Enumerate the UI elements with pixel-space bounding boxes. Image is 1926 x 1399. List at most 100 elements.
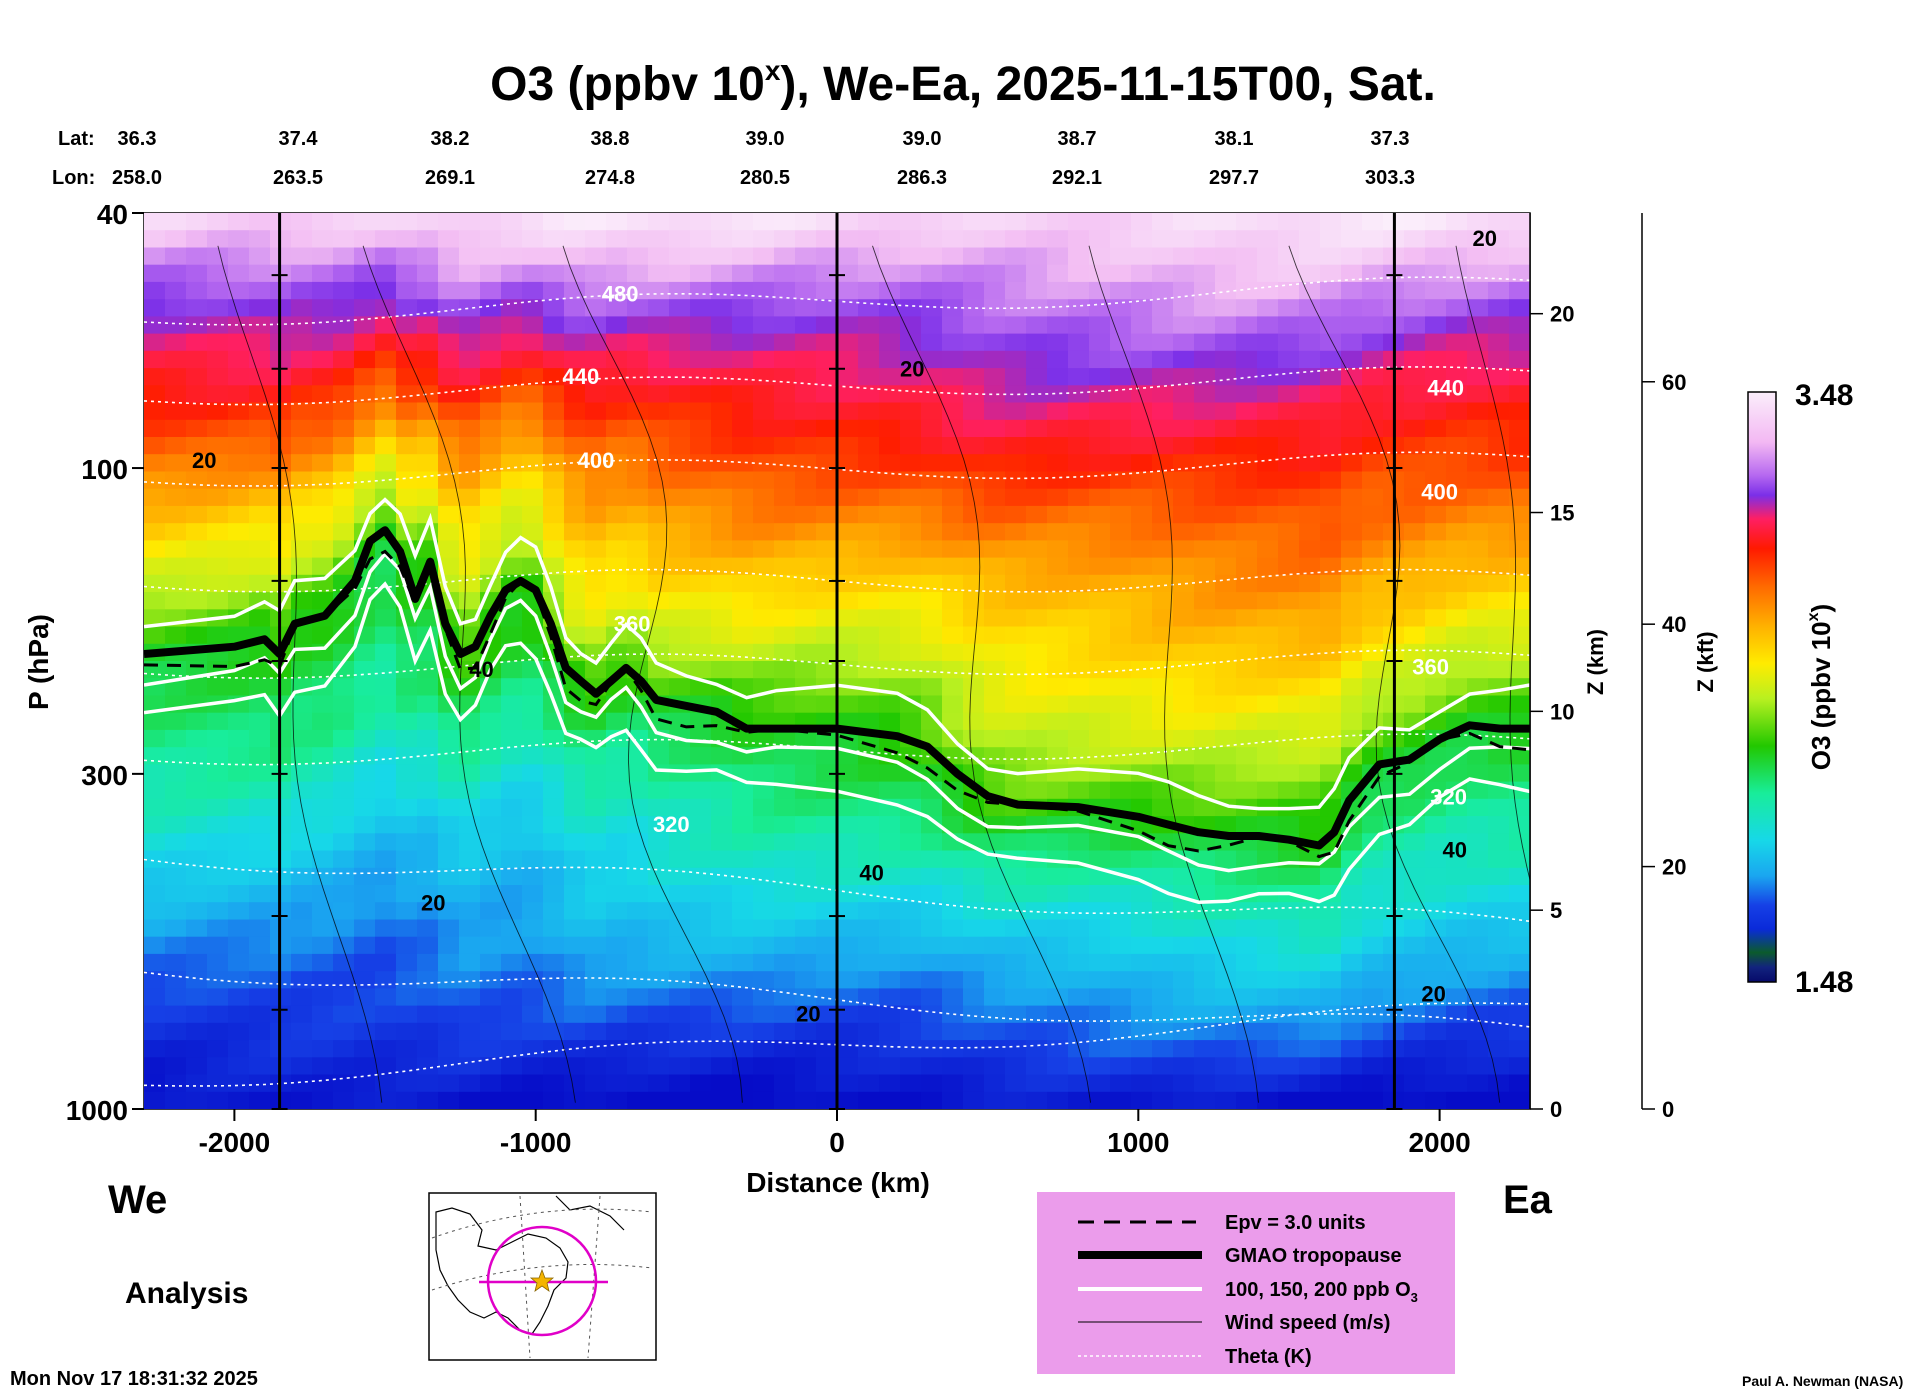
o3-cell [963, 1005, 985, 1024]
o3-cell [1026, 230, 1048, 249]
o3-cell [753, 385, 775, 404]
o3-cell [522, 971, 544, 990]
o3-cell [606, 592, 628, 611]
o3-cell [606, 385, 628, 404]
o3-cell [375, 695, 397, 714]
o3-cell [1362, 419, 1384, 438]
o3-cell [1173, 661, 1195, 679]
o3-cell [165, 1040, 187, 1059]
o3-cell [459, 230, 481, 249]
o3-cell [1194, 695, 1216, 714]
o3-cell [879, 454, 901, 473]
o3-cell [627, 574, 649, 593]
o3-cell [1446, 1091, 1468, 1109]
o3-cell [396, 885, 418, 903]
o3-cell [1425, 678, 1447, 697]
o3-cell [711, 626, 733, 645]
o3-cell [1257, 299, 1279, 318]
o3-cell [879, 902, 901, 921]
o3-cell [1236, 419, 1258, 438]
o3-cell [1467, 936, 1489, 955]
x-axis-label: Distance (km) [746, 1167, 930, 1198]
o3-cell [1320, 1040, 1342, 1059]
wind-line [562, 245, 743, 1103]
o3-cell [1488, 1040, 1510, 1059]
o3-cell [942, 454, 964, 473]
o3-cell [795, 1040, 817, 1059]
o3-cell [1215, 971, 1237, 990]
o3-cell [669, 1091, 691, 1109]
o3-cell [1257, 281, 1279, 300]
o3-cell [1026, 833, 1048, 852]
o3-cell [333, 1040, 355, 1059]
o3-cell [438, 437, 460, 455]
o3-cell [207, 213, 229, 231]
o3-cell [1068, 729, 1090, 748]
o3-cell [669, 936, 691, 955]
o3-cell [1110, 1005, 1132, 1024]
lon-header-label: Lon: [52, 167, 95, 189]
o3-cell [1278, 867, 1300, 886]
o3-cell [375, 1057, 397, 1076]
o3-cell [1404, 626, 1426, 645]
o3-cell [1152, 798, 1174, 817]
o3-cell [333, 299, 355, 318]
o3-cell [333, 764, 355, 783]
o3-cell [627, 798, 649, 817]
o3-cell [375, 230, 397, 249]
o3-cell [1236, 523, 1258, 542]
o3-cell [312, 1057, 334, 1076]
o3-cell [1467, 661, 1489, 679]
o3-cell [921, 299, 943, 318]
o3-cell [543, 471, 565, 490]
o3-cell [396, 747, 418, 766]
o3-cell [1446, 626, 1468, 645]
o3-cell [249, 953, 271, 972]
o3-cell [732, 419, 754, 438]
o3-cell [1173, 350, 1195, 369]
o3-cell [354, 867, 376, 886]
o3-cell [144, 316, 166, 335]
o3-cell [837, 230, 859, 249]
o3-cell [1047, 661, 1069, 679]
o3-cell [1488, 953, 1510, 972]
o3-cell [1131, 316, 1153, 335]
o3-cell [1110, 729, 1132, 748]
o3-cell [858, 712, 880, 731]
o3-cell [774, 471, 796, 490]
lon-value: 263.5 [273, 167, 323, 189]
o3-cell [816, 919, 838, 938]
o3-cell [627, 299, 649, 318]
o3-cell [942, 557, 964, 576]
o3-cell [417, 678, 439, 697]
o3-cell [1278, 936, 1300, 955]
o3-cell [417, 729, 439, 748]
o3-cell [354, 678, 376, 697]
o3-cell [732, 643, 754, 662]
o3-cell [1299, 1091, 1321, 1109]
o3-cell [1425, 316, 1447, 335]
o3-cell [1173, 1091, 1195, 1109]
o3-cell [774, 867, 796, 886]
o3-cell [312, 557, 334, 576]
o3-cell [1110, 230, 1132, 249]
o3-cell [144, 747, 166, 766]
o3-cell [606, 557, 628, 576]
o3-cell [417, 213, 439, 231]
o3-cell [858, 437, 880, 455]
o3-cell [585, 488, 607, 507]
o3-cell [438, 816, 460, 835]
o3-cell [585, 626, 607, 645]
o3-cell [1236, 281, 1258, 300]
o3-cell [942, 695, 964, 714]
o3-cell [396, 971, 418, 990]
o3-cell [1047, 488, 1069, 507]
o3-cell [648, 213, 670, 231]
o3-cell [921, 936, 943, 955]
o3-cell [1320, 661, 1342, 679]
o3-cell [753, 936, 775, 955]
o3-cell [333, 264, 355, 283]
o3-cell [669, 971, 691, 990]
o3-cell [900, 523, 922, 542]
o3-cell [816, 885, 838, 903]
